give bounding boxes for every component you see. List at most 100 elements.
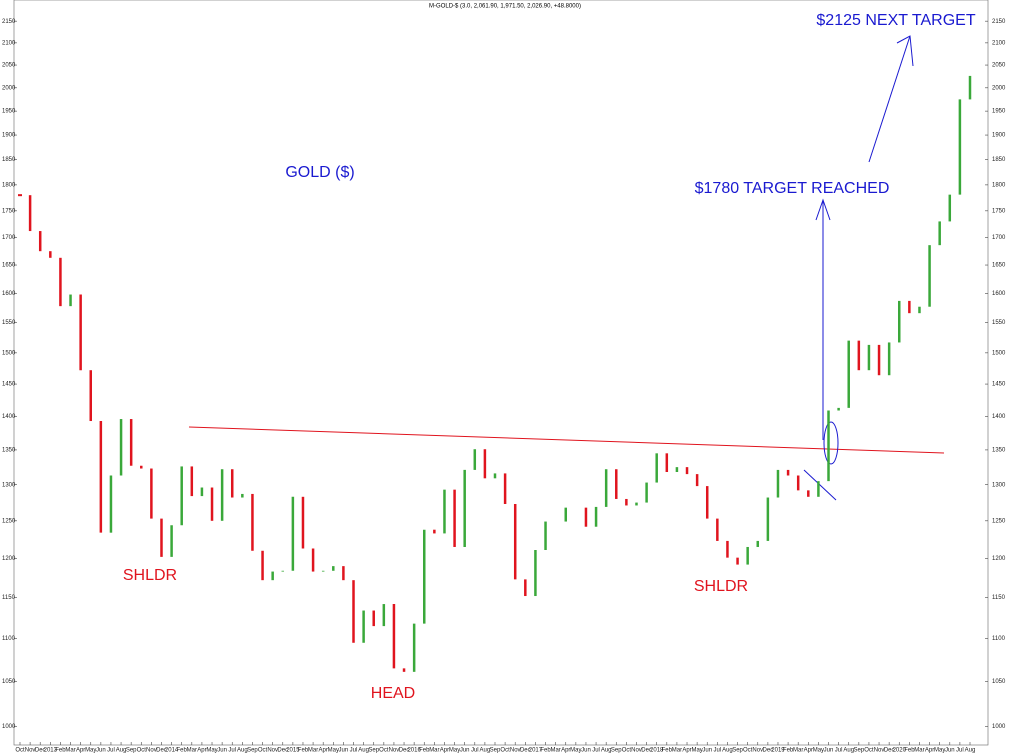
annotation: SHLDR <box>694 578 748 595</box>
x-tick-label: Jul <box>714 748 722 754</box>
x-tick-label: Oct <box>379 748 389 754</box>
x-tick-label: Sep <box>126 748 137 754</box>
x-tick-label: Mar <box>914 748 924 754</box>
y-tick-label: 1600 <box>2 291 16 297</box>
y-tick-label: 1550 <box>2 320 16 326</box>
y-tick-label: 1750 <box>992 208 1006 214</box>
x-tick-label: Jul <box>835 748 843 754</box>
x-tick-label: Aug <box>237 748 248 754</box>
x-tick-label: Jun <box>460 748 470 754</box>
x-tick-label: May <box>813 748 824 754</box>
trendline <box>803 469 837 501</box>
y-tick-label: 1050 <box>992 679 1006 685</box>
neckline <box>188 426 945 454</box>
y-tick-label: 1850 <box>2 157 16 163</box>
x-tick-label: Apr <box>682 748 691 754</box>
x-tick-label: Aug <box>116 748 127 754</box>
x-tick-label: Dec <box>884 748 895 754</box>
y-tick-label: 1150 <box>992 595 1006 601</box>
x-tick-label: Feb <box>298 748 309 754</box>
x-tick-label: May <box>449 748 460 754</box>
y-tick-label: 1250 <box>992 518 1006 524</box>
x-tick-label: Oct <box>743 748 753 754</box>
y-tick-label: 1700 <box>2 235 16 241</box>
x-tick-label: Sep <box>732 748 743 754</box>
arrow-head <box>815 198 831 221</box>
x-tick-label: Aug <box>843 748 854 754</box>
arrow <box>868 35 911 163</box>
x-tick-label: Mar <box>550 748 560 754</box>
y-tick-label: 1550 <box>992 320 1006 326</box>
x-tick-label: Apr <box>925 748 934 754</box>
x-tick-label: May <box>328 748 339 754</box>
x-tick-label: Dec <box>277 748 288 754</box>
x-tick-label: Aug <box>722 748 733 754</box>
y-tick-label: 1850 <box>992 157 1006 163</box>
y-tick-label: 1300 <box>2 482 16 488</box>
x-tick-label: Jun <box>702 748 712 754</box>
x-tick-label: Feb <box>904 748 915 754</box>
x-tick-label: 2014 <box>165 748 179 754</box>
x-tick-label: Oct <box>15 748 25 754</box>
x-tick-label: Mar <box>187 748 197 754</box>
y-tick-label: 1700 <box>992 235 1006 241</box>
y-tick-label: 2100 <box>2 40 16 46</box>
y-tick-label: 2150 <box>2 19 16 25</box>
y-tick-label: 1400 <box>2 414 16 420</box>
x-tick-label: Nov <box>631 748 642 754</box>
x-tick-label: Oct <box>864 748 874 754</box>
x-tick-label: 2018 <box>650 748 664 754</box>
x-tick-label: May <box>85 748 96 754</box>
y-tick-label: 1450 <box>992 382 1006 388</box>
y-tick-label: 1650 <box>2 263 16 269</box>
chart-title: M-GOLD-$ (3.0, 2,061.90, 1,971.50, 2,026… <box>429 4 581 10</box>
x-tick-label: Jun <box>339 748 349 754</box>
x-tick-label: Dec <box>641 748 652 754</box>
y-tick-label: 1500 <box>992 350 1006 356</box>
y-tick-label: 1000 <box>992 724 1006 730</box>
x-tick-label: Apr <box>319 748 328 754</box>
x-tick-label: 2016 <box>407 748 421 754</box>
y-tick-label: 1350 <box>992 447 1006 453</box>
x-tick-label: Jun <box>945 748 955 754</box>
y-tick-label: 1950 <box>992 109 1006 115</box>
y-tick-label: 1050 <box>2 679 16 685</box>
x-tick-label: Feb <box>662 748 673 754</box>
x-tick-label: Nov <box>510 748 521 754</box>
y-tick-label: 1200 <box>2 556 16 562</box>
x-tick-label: Apr <box>561 748 570 754</box>
x-tick-label: Nov <box>25 748 36 754</box>
x-tick-label: Feb <box>540 748 551 754</box>
x-tick-label: Aug <box>480 748 491 754</box>
x-tick-label: May <box>934 748 945 754</box>
x-tick-label: May <box>570 748 581 754</box>
x-tick-label: Sep <box>368 748 379 754</box>
x-tick-label: 2020 <box>893 748 907 754</box>
y-tick-label: 1100 <box>992 636 1006 642</box>
annotation: $1780 TARGET REACHED <box>695 180 890 197</box>
x-tick-label: Apr <box>804 748 813 754</box>
x-tick-label: Jun <box>217 748 227 754</box>
y-tick-label: 1400 <box>992 414 1006 420</box>
x-tick-label: Dec <box>763 748 774 754</box>
x-tick-label: Jun <box>96 748 106 754</box>
x-tick-label: Sep <box>490 748 501 754</box>
x-tick-label: Mar <box>672 748 682 754</box>
x-tick-label: Apr <box>440 748 449 754</box>
y-tick-label: 2150 <box>992 19 1006 25</box>
x-tick-label: Oct <box>622 748 632 754</box>
x-tick-label: Nov <box>874 748 885 754</box>
annotation: $2125 NEXT TARGET <box>816 12 975 29</box>
x-tick-label: Oct <box>500 748 510 754</box>
x-tick-label: Dec <box>35 748 46 754</box>
y-tick-label: 2050 <box>2 63 16 69</box>
y-tick-label: 2100 <box>992 40 1006 46</box>
x-tick-label: May <box>691 748 702 754</box>
x-tick-label: Apr <box>76 748 85 754</box>
y-tick-label: 2000 <box>2 85 16 91</box>
x-tick-label: Jun <box>581 748 591 754</box>
plot-frame <box>13 0 989 746</box>
y-tick-label: 1450 <box>2 382 16 388</box>
annotation: HEAD <box>371 685 415 702</box>
